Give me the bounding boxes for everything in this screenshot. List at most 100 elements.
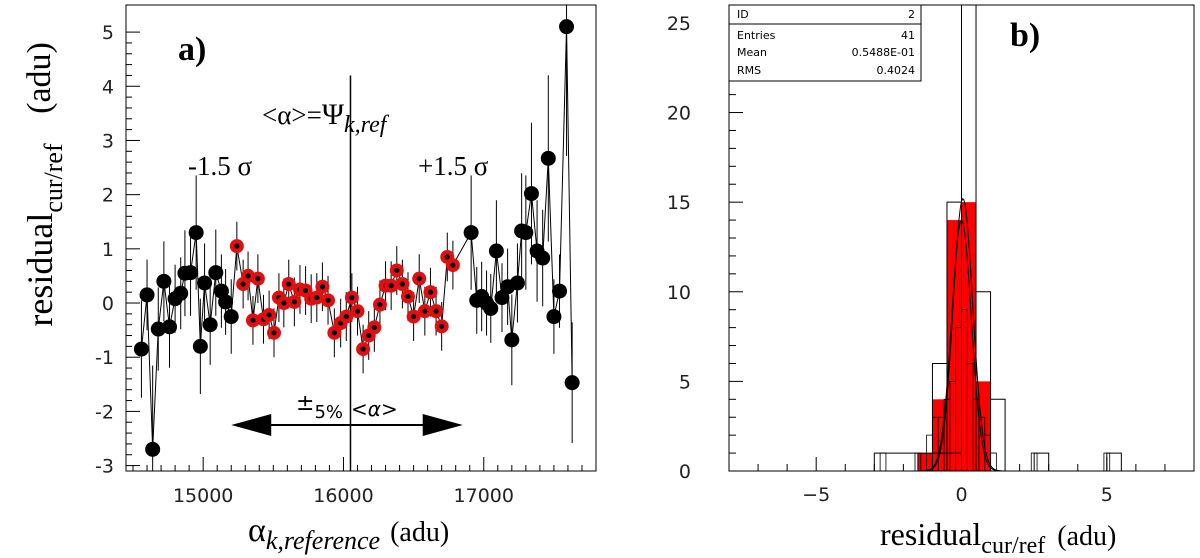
outer-data-point bbox=[183, 265, 199, 281]
y-tick-label: -1 bbox=[95, 347, 114, 369]
panel-a-marks bbox=[133, 5, 580, 471]
inner-data-point-core bbox=[371, 324, 377, 331]
x-tick-label: 0 bbox=[955, 484, 967, 506]
stats-label-entries: Entries bbox=[737, 29, 776, 42]
inner-data-point-core bbox=[319, 284, 326, 290]
panel-a-ylabel-main: residual bbox=[20, 213, 60, 327]
outer-data-point bbox=[540, 150, 556, 166]
arrow-label-alpha: <α> bbox=[351, 397, 398, 421]
y-tick-label: 25 bbox=[667, 13, 691, 35]
stats-value-rms: 0.4024 bbox=[877, 64, 916, 77]
y-tick-label: -3 bbox=[95, 456, 114, 478]
inner-data-point-core bbox=[422, 308, 428, 314]
inner-data-point-core bbox=[405, 293, 411, 300]
panel-b-label: b) bbox=[1010, 17, 1040, 54]
outer-data-point bbox=[463, 225, 479, 241]
y-tick-label: -2 bbox=[95, 401, 114, 423]
panel-b-xlabel-sub: cur/ref bbox=[981, 533, 1045, 558]
inner-data-point-core bbox=[394, 267, 400, 274]
fine-histogram-outline bbox=[879, 309, 1111, 471]
inner-data-point-core bbox=[366, 332, 372, 339]
outer-data-point bbox=[188, 225, 204, 241]
outer-data-point bbox=[518, 225, 534, 241]
arrow-label: ±5% <α> bbox=[296, 391, 398, 423]
panel-b-marks bbox=[729, 4, 1194, 472]
outer-data-point bbox=[202, 317, 218, 333]
outer-data-point bbox=[145, 441, 161, 457]
y-tick-label: 2 bbox=[102, 185, 114, 207]
inner-data-point-core bbox=[234, 243, 240, 249]
panel-b-xlabel-main: residual bbox=[880, 516, 981, 552]
stats-box-frame bbox=[728, 4, 922, 82]
panel-a-xlabel: αk,reference (adu) bbox=[248, 512, 449, 555]
inner-data-point-core bbox=[399, 281, 405, 287]
x-tick-label: −5 bbox=[802, 484, 830, 506]
outer-data-point bbox=[523, 186, 539, 202]
y-tick-label: 5 bbox=[102, 22, 114, 44]
y-tick-label: 4 bbox=[102, 76, 114, 98]
inner-data-point-core bbox=[291, 299, 297, 305]
y-tick-label: 5 bbox=[679, 371, 691, 393]
inner-data-point-core bbox=[349, 295, 355, 301]
inner-data-point-core bbox=[444, 254, 450, 260]
inner-data-point-core bbox=[360, 346, 366, 352]
outer-data-point bbox=[223, 309, 239, 325]
inner-data-point-core bbox=[427, 289, 434, 295]
outer-data-point bbox=[197, 275, 213, 291]
stats-value-entries: 41 bbox=[901, 29, 915, 42]
stats-label-rms: RMS bbox=[737, 64, 761, 77]
inner-data-point-core bbox=[281, 300, 287, 306]
range-arrow-right-head bbox=[422, 414, 463, 436]
outer-data-point bbox=[192, 338, 208, 354]
y-tick-label: 10 bbox=[667, 282, 691, 304]
outer-data-point bbox=[535, 250, 551, 266]
stats-value-mean: 0.5488E-01 bbox=[852, 46, 915, 59]
stats-label-mean: Mean bbox=[737, 46, 767, 59]
x-tick-label: 16000 bbox=[313, 485, 373, 507]
inner-data-point-core bbox=[245, 273, 251, 279]
panel-a-label: a) bbox=[178, 31, 206, 68]
inner-data-point-core bbox=[411, 313, 417, 320]
range-arrow-left-head bbox=[231, 414, 272, 436]
y-tick-label: 0 bbox=[102, 293, 114, 315]
panel-a-axes: -3 -2 -1 0 1 2 3 4 5 15000 16000 17000 bbox=[95, 22, 583, 507]
panel-b-axes: 0 5 10 15 20 25 −5 0 5 bbox=[667, 13, 1166, 506]
panel-a-xlabel-sub: k,reference bbox=[266, 526, 380, 555]
y-tick-label: 15 bbox=[667, 192, 691, 214]
panel-a-ylabel-unit: (adu) bbox=[21, 42, 58, 114]
inner-data-point-core bbox=[325, 297, 331, 303]
x-tick-label: 15000 bbox=[173, 485, 233, 507]
panel-a-xlabel-main: α bbox=[248, 512, 266, 549]
inner-histogram-bar bbox=[917, 453, 933, 471]
y-tick-label: 20 bbox=[667, 103, 691, 125]
y-tick-label: 3 bbox=[102, 130, 114, 152]
inner-data-point-core bbox=[314, 295, 320, 301]
center-annotation-sub: k,ref bbox=[344, 112, 390, 138]
inner-data-point-core bbox=[439, 323, 445, 329]
panel-b: 0 5 10 15 20 25 −5 0 5 b) ID 2 Entries 41 Mean 0… bbox=[667, 4, 1195, 558]
inner-data-point-core bbox=[302, 287, 309, 294]
inner-histogram-bar bbox=[961, 202, 977, 471]
outer-data-point bbox=[150, 321, 166, 337]
inner-data-point-core bbox=[286, 281, 292, 287]
outer-data-point bbox=[218, 294, 234, 310]
panel-b-xlabel-unit: (adu) bbox=[1057, 521, 1116, 552]
inner-histogram-bar bbox=[946, 220, 962, 471]
inner-data-point-core bbox=[450, 262, 456, 268]
outer-data-point bbox=[156, 273, 172, 289]
inner-data-point-core bbox=[433, 308, 439, 314]
right-sigma-label: +1.5 σ bbox=[418, 151, 489, 181]
inner-data-point-core bbox=[416, 276, 422, 282]
inner-data-point-core bbox=[271, 330, 277, 336]
center-annotation-psi: Ψ bbox=[322, 98, 345, 131]
outer-data-point bbox=[161, 319, 177, 335]
inner-data-point-core bbox=[343, 313, 349, 320]
panel-b-xlabel: residualcur/ref (adu) bbox=[880, 516, 1116, 558]
left-sigma-label: -1.5 σ bbox=[188, 151, 252, 181]
connecting-line bbox=[140, 26, 573, 450]
inner-data-point-core bbox=[250, 317, 256, 323]
center-annotation-prefix: <α>= bbox=[262, 100, 322, 130]
y-tick-label: 1 bbox=[102, 239, 114, 261]
outer-data-point bbox=[552, 283, 568, 299]
